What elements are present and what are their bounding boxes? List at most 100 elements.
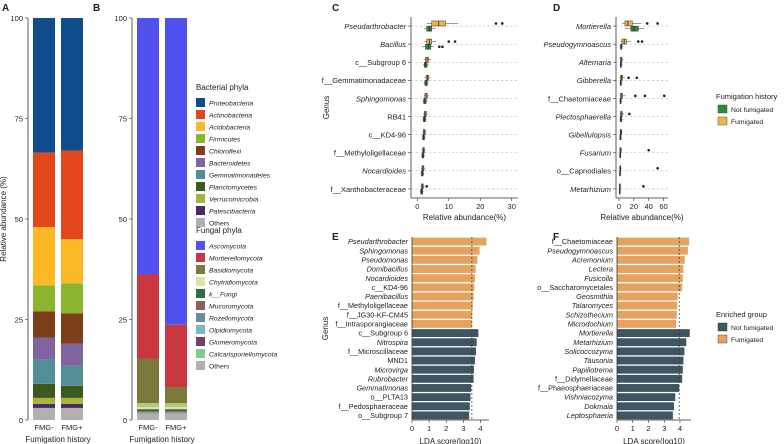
taxon-label: Lectera <box>589 265 613 274</box>
box-body <box>630 25 639 32</box>
taxon-label: Sphingomonas <box>359 246 408 255</box>
x-tick-label: 20 <box>630 202 638 211</box>
lda-bar <box>617 319 677 328</box>
lda-bar <box>412 338 477 347</box>
taxon-label: Talaromyces <box>572 301 613 310</box>
legend-title: Fumigation history <box>716 92 778 101</box>
bar-segment <box>33 18 55 153</box>
taxon-label: Vishniacozyma <box>564 393 613 402</box>
taxon-label: o__Subgroup 7 <box>358 411 408 420</box>
y-tick-label: 75 <box>119 115 127 124</box>
legend-label: Firmicutes <box>209 137 241 144</box>
y-axis-title: Genus <box>322 96 331 120</box>
x-tick-label: 0 <box>410 424 414 433</box>
taxon-label: f__Phaeosphaeriaceae <box>538 384 613 393</box>
legend-swatch <box>717 322 728 332</box>
genus-label: Fusarium <box>580 149 611 158</box>
bar-segment <box>33 397 55 404</box>
lda-bar <box>617 411 673 420</box>
panel-a-bacterial-stacked-bar: 0 25 50 75 100 Relative abundance (%) FMG- FMG+… <box>0 14 91 444</box>
legend-swatch <box>196 277 205 286</box>
lda-bar <box>412 365 474 374</box>
y-tick-label: 75 <box>15 115 23 124</box>
genus-label: c__Subgroup 6 <box>355 58 406 67</box>
taxon-label: o__Saccharomycetales <box>537 283 613 292</box>
legend-label: Mortierellomycota <box>209 256 263 263</box>
genus-label: Pseudarthrobacter <box>344 22 406 31</box>
taxon-label: f__Pedosphaeraceae <box>339 402 408 411</box>
taxon-label: Metarhizium <box>573 338 613 347</box>
lda-bar <box>412 274 475 283</box>
lda-bar <box>617 393 676 402</box>
taxon-label: Papiliotrema <box>572 365 613 374</box>
bar-segment <box>61 407 83 420</box>
legend-label: Patescibacteria <box>209 209 256 216</box>
panel-letter-d: D <box>553 3 560 14</box>
x-tick-label: 1 <box>427 424 431 433</box>
x-axis-title: Fumigation history <box>25 435 90 444</box>
x-tick-label: 0 <box>617 202 621 211</box>
taxon-label: f__Intrasporangiaceae <box>335 320 408 329</box>
lda-bar <box>412 384 472 392</box>
genus-label: Sphingomonas <box>356 94 406 103</box>
x-tick-label: 2 <box>646 424 650 433</box>
lda-bar <box>412 329 479 338</box>
box-outlier <box>647 148 650 152</box>
x-tick-label: 60 <box>659 202 667 211</box>
genus-label: o__Capnodiales <box>557 167 611 176</box>
bar-segment <box>61 403 83 408</box>
legend-label: Proteobacteria <box>209 101 253 108</box>
bar-segment <box>61 18 83 151</box>
legend-label: Ascomycota <box>208 244 246 251</box>
taxon-label: Pseudarthrobacter <box>348 237 409 246</box>
bar-segment <box>165 413 187 420</box>
legend-label: Glomeromycota <box>209 340 257 347</box>
lda-bar <box>617 283 683 292</box>
taxon-label: c__Subgroup 6 <box>359 329 409 338</box>
bar-segment <box>165 411 187 413</box>
y-tick-label: 100 <box>10 14 23 23</box>
lda-bar <box>617 301 678 310</box>
legend-label: Others <box>209 364 230 371</box>
x-tick-label: FMG+ <box>165 423 187 432</box>
legend-label: Fumigated <box>731 119 763 126</box>
legend-swatch <box>196 325 205 334</box>
x-tick-label: 0 <box>415 202 419 211</box>
taxon-label: o__PLTA13 <box>371 393 408 402</box>
taxon-label: Solicoccozyma <box>564 347 613 356</box>
box-outlier <box>447 40 451 43</box>
x-tick-label: 30 <box>508 202 516 211</box>
bar-segment <box>165 409 187 412</box>
box-outlier <box>656 166 659 170</box>
enriched-group-legend: Enriched group Not fumigated Fumigated <box>716 310 774 344</box>
lda-bar <box>412 265 476 273</box>
bar-segment <box>33 359 55 384</box>
bar-segment <box>137 274 159 359</box>
legend-swatch <box>717 104 728 114</box>
legend-label: k__Fungi <box>209 292 237 299</box>
taxon-label: MND1 <box>387 356 408 365</box>
legend-label: Fumigated <box>731 337 763 344</box>
bar-segment <box>165 387 187 404</box>
genus-label: Plectosphaerella <box>556 112 611 121</box>
bar-segment <box>33 285 55 312</box>
box-body <box>624 20 633 27</box>
bar-segment <box>61 150 83 240</box>
taxon-label: Acremonium <box>571 255 613 264</box>
x-axis-title: Relative abundance(%) <box>423 213 506 222</box>
bar-segment <box>61 385 83 398</box>
panel-c-bacterial-boxplot: Pseudarthrobacter Bacillus c__Subgroup 6 f_… <box>322 17 518 222</box>
legend-swatch <box>196 170 205 179</box>
bar-segment <box>61 283 83 314</box>
genus-label: c__KD4-96 <box>368 130 406 139</box>
bar-segment <box>137 18 159 275</box>
x-axis-title: Fumigation history <box>129 435 194 444</box>
genus-label: Mortierella <box>576 22 611 31</box>
box-outlier <box>634 94 637 98</box>
bar-segment <box>33 403 55 408</box>
genus-label: Gibberella <box>577 76 611 85</box>
panel-e-bacterial-lda: PseudarthrobacterSphingomonasPseudomonas… <box>321 237 489 444</box>
lda-bar <box>617 274 683 283</box>
box-outlier <box>656 22 659 25</box>
